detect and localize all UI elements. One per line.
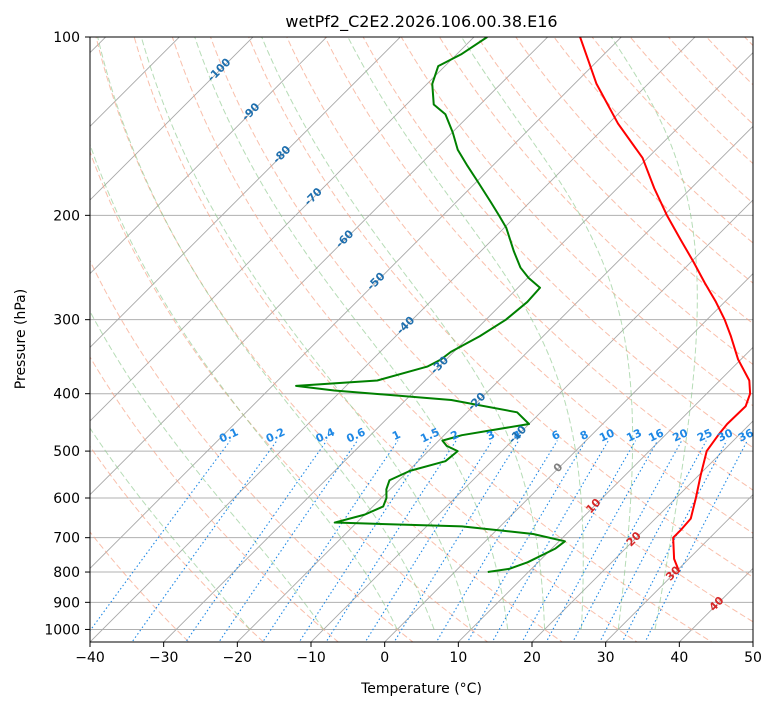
x-tick-label: −30 — [149, 650, 179, 666]
mixing-ratio-label: 20 — [671, 426, 691, 444]
y-tick-label: 600 — [53, 491, 80, 507]
y-tick-label: 100 — [53, 30, 80, 46]
mixing-ratio-line — [90, 440, 231, 632]
chart-title: wetPf2_C2E2.2026.106.00.38.E16 — [285, 12, 557, 32]
mixing-ratio-line — [466, 440, 587, 642]
moist-adiabat-line — [347, 37, 584, 630]
x-axis-label: Temperature (°C) — [360, 681, 482, 697]
x-tick-label: 0 — [380, 650, 389, 666]
x-tick-label: −40 — [75, 650, 105, 666]
x-tick-label: 10 — [449, 650, 467, 666]
moist-adiabat-line — [97, 37, 435, 630]
x-tick-label: −10 — [296, 650, 326, 666]
dry-adiabat-line — [171, 37, 713, 642]
mixing-ratio-label: 36 — [736, 426, 756, 444]
isotherm-line — [605, 494, 753, 642]
dewpoint-profile-line — [295, 37, 566, 574]
isotherm-line — [384, 273, 753, 642]
dry-adiabat-line — [90, 356, 339, 642]
isotherm-line — [310, 199, 753, 642]
dry-adiabat-line — [95, 37, 564, 642]
plot-frame — [89, 36, 754, 643]
y-tick-label: 200 — [53, 208, 80, 224]
mixing-ratio-label: 30 — [716, 426, 736, 444]
mixing-ratio-line — [545, 440, 659, 642]
isotherm-line — [90, 37, 622, 569]
mixing-ratio-line — [298, 440, 432, 642]
x-tick-label: 20 — [523, 650, 541, 666]
y-tick-label: 300 — [53, 313, 80, 329]
dry-adiabat-line — [286, 37, 753, 534]
x-tick-label: 50 — [744, 650, 762, 666]
mixing-ratio-label: 25 — [695, 426, 714, 444]
mixing-ratio-line — [491, 440, 609, 642]
mixing-ratio-label: 10 — [597, 426, 617, 444]
dry-adiabat-line — [515, 37, 753, 284]
moist-adiabat-line — [261, 37, 546, 630]
isotherm-line — [90, 37, 328, 275]
isotherm-line — [163, 52, 753, 642]
mixing-ratio-label: 13 — [624, 426, 643, 444]
x-tick-label: −20 — [223, 650, 253, 666]
dry-adiabat-line — [324, 37, 753, 491]
mixing-ratio-line — [644, 440, 748, 642]
dry-adiabat-line — [209, 37, 753, 623]
y-tick-label: 900 — [53, 595, 80, 611]
mixing-ratio-label: 16 — [646, 426, 666, 444]
dry-adiabat-line — [133, 37, 638, 642]
mixing-ratio-line — [572, 440, 683, 642]
dry-adiabat-line — [90, 445, 265, 642]
mixing-ratio-line — [521, 440, 637, 642]
y-tick-label: 800 — [53, 565, 80, 581]
y-tick-label: 700 — [53, 531, 80, 547]
isotherm-line — [90, 37, 401, 348]
x-tick-label: 40 — [670, 650, 688, 666]
moist-adiabat-line — [460, 37, 634, 630]
y-tick-label: 1000 — [44, 622, 80, 638]
moist-adiabat-line — [90, 310, 324, 630]
mixing-ratio-line — [599, 440, 707, 642]
dry-adiabat-line — [248, 37, 753, 578]
isotherm-line — [457, 346, 753, 642]
isotherm-line — [90, 37, 549, 496]
dry-adiabat-line — [90, 259, 414, 642]
x-tick-label: 30 — [597, 650, 615, 666]
mixing-ratio-line — [262, 440, 399, 642]
mixing-ratio-line — [131, 440, 278, 642]
isotherm-line — [90, 37, 180, 127]
moist-adiabat-line — [90, 143, 398, 630]
y-tick-label: 500 — [53, 444, 80, 460]
y-axis-label: Pressure (hPa) — [13, 289, 29, 389]
moist-adiabat-line — [140, 37, 472, 630]
isotherm-line — [90, 37, 254, 201]
mixing-ratio-line — [364, 440, 493, 642]
temperature-profile-line — [579, 37, 752, 573]
dry-adiabat-line — [90, 150, 489, 642]
mixing-ratio-line — [435, 440, 558, 642]
moist-adiabat-line — [90, 427, 251, 630]
dry-adiabat-line — [400, 37, 753, 407]
dry-adiabat-line — [476, 37, 753, 325]
moist-adiabat-line — [194, 37, 509, 630]
y-tick-label: 400 — [53, 387, 80, 403]
mixing-ratio-line — [621, 440, 728, 642]
mixing-ratio-line — [325, 440, 457, 642]
isotherm-line — [236, 125, 753, 642]
